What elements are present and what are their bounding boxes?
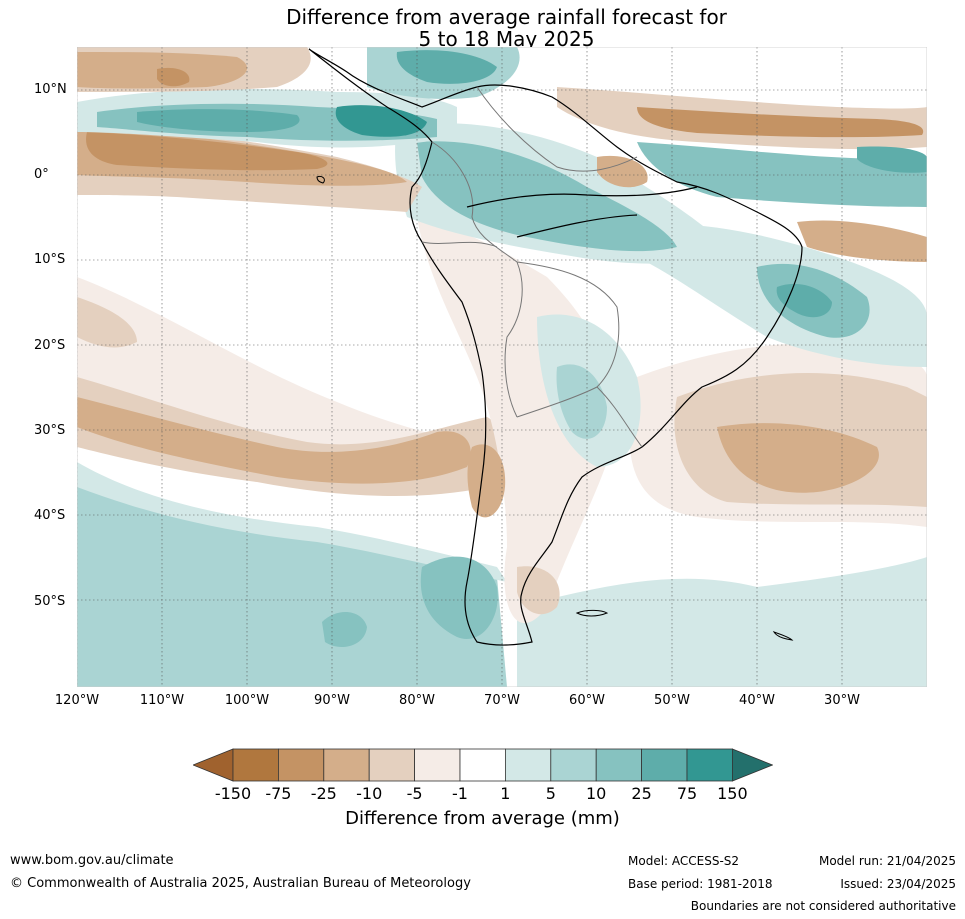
colorbar-tick-label: 1 — [500, 784, 511, 803]
colorbar-extend-low — [193, 748, 234, 782]
anomaly-atlantic-dry-core — [717, 423, 879, 493]
colorbar-swatch — [595, 748, 643, 782]
footer-copyright: © Commonwealth of Australia 2025, Austra… — [10, 876, 471, 891]
anomaly-amazon-wet — [417, 141, 677, 252]
anomaly-itcz-core — [137, 109, 300, 132]
anomaly-argentina-dry — [467, 444, 506, 518]
colorbar-tick-label: 5 — [545, 784, 556, 803]
colorbar-tick-label: 10 — [586, 784, 607, 803]
country-borders — [421, 86, 643, 448]
anomaly-southern-ocean-east — [517, 557, 927, 687]
colorbar — [193, 748, 773, 782]
anomaly-atlantic-eq-core — [857, 146, 927, 173]
colorbar-swatch — [323, 748, 370, 782]
colorbar-swatch — [368, 748, 415, 782]
map-title-line2: 5 to 18 May 2025 — [418, 27, 595, 51]
colorbar-tick-label: 25 — [631, 784, 652, 803]
lat-tick-label: 0° — [34, 167, 49, 182]
anomaly-guiana-dry — [597, 155, 648, 188]
colorbar-tick-label: -75 — [265, 784, 292, 803]
colorbar-swatch — [414, 748, 461, 782]
islands — [316, 176, 794, 641]
footer-url[interactable]: www.bom.gov.au/climate — [10, 853, 174, 868]
colorbar-tick-label: 75 — [676, 784, 698, 803]
colorbar-swatch — [686, 748, 733, 782]
colorbar-swatch — [550, 748, 597, 782]
rainfall-anomaly-map — [77, 47, 927, 687]
lon-tick-label: 100°W — [224, 693, 270, 708]
colorbar-extend-high — [732, 748, 773, 782]
lon-tick-label: 80°W — [399, 693, 435, 708]
colorbar-swatch — [459, 748, 506, 782]
colorbar-tick-label: -1 — [452, 784, 468, 803]
colorbar-tick-label: 150 — [717, 784, 748, 803]
anomaly-panama-core — [335, 105, 427, 137]
footer-model: Model: ACCESS-S2 — [628, 854, 740, 868]
anomaly-patagonia-wet — [420, 556, 498, 639]
lon-tick-label: 50°W — [654, 693, 690, 708]
footer-model-run: Model run: 21/04/2025 — [818, 854, 956, 868]
anomaly-brazil-east-core — [776, 283, 832, 318]
colorbar-tick-label: -10 — [356, 784, 383, 803]
anomaly-pacific-dry-core — [77, 397, 471, 484]
lon-tick-label: 110°W — [139, 693, 185, 708]
lon-tick-label: 120°W — [54, 693, 100, 708]
colorbar-label: Difference from average (mm) — [345, 808, 620, 829]
lon-tick-label: 40°W — [739, 693, 775, 708]
anomaly-equatorial-dry-core — [86, 132, 328, 171]
colorbar-tick-label: -5 — [406, 784, 423, 803]
lat-tick-label: 10°N — [34, 81, 67, 97]
anomaly-caribbean-wet-core — [396, 50, 497, 84]
lon-tick-label: 30°W — [824, 693, 860, 708]
lat-tick-label: 10°S — [34, 252, 66, 268]
anomaly-nw-pacific-dry — [77, 297, 137, 348]
lat-tick-label: 40°S — [34, 508, 66, 524]
anomaly-atlantic-se-dry — [797, 220, 927, 262]
anomaly-north-dry-core — [157, 67, 190, 87]
lon-tick-label: 90°W — [314, 693, 350, 708]
anomaly-southern-ocean-wet — [77, 477, 507, 687]
lat-tick-label: 50°S — [34, 593, 66, 609]
lon-tick-label: 70°W — [484, 693, 520, 708]
gridlines — [77, 47, 927, 687]
colorbar-swatch — [641, 748, 688, 782]
colorbar-swatch — [232, 748, 279, 782]
anomaly-southern-ocean-light — [77, 462, 507, 582]
footer-boundaries-note: Boundaries are not considered authoritat… — [690, 899, 956, 913]
colorbar-tick-label: -25 — [310, 784, 337, 803]
anomaly-atlantic-north-dry — [637, 107, 924, 138]
footer-issued: Issued: 23/04/2025 — [840, 877, 956, 891]
anomaly-pacific-blob — [322, 611, 367, 647]
colorbar-swatch — [278, 748, 325, 782]
lon-tick-label: 60°W — [569, 693, 605, 708]
colorbar-tick-label: -150 — [214, 784, 252, 803]
rivers — [466, 186, 698, 238]
anomaly-parana-wet-core — [556, 364, 607, 439]
lat-tick-label: 30°S — [34, 423, 66, 438]
lat-tick-label: 20°S — [34, 337, 66, 353]
footer-base-period: Base period: 1981-2018 — [628, 877, 773, 891]
map-title-line1: Difference from average rainfall forecas… — [286, 5, 727, 29]
colorbar-swatch — [504, 748, 552, 782]
south-america-coastline — [308, 48, 803, 646]
